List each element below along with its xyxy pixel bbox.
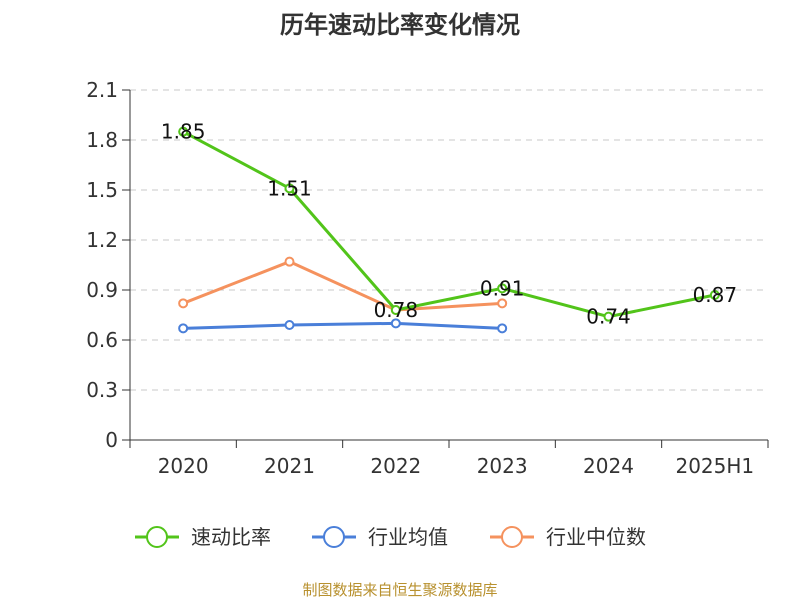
data-label: 1.85 — [161, 120, 206, 144]
data-point[interactable] — [497, 283, 508, 294]
data-label: 0.78 — [374, 298, 419, 322]
data-point[interactable] — [390, 318, 401, 329]
legend-item-1[interactable]: 行业均值 — [312, 525, 448, 549]
legend-item-2[interactable]: 行业中位数 — [490, 525, 646, 549]
data-label: 0.87 — [693, 283, 738, 307]
axes: 0 0.3 0.6 0.9 1.2 1.5 1.8 2.1 2020 2021 2022 2023 20… — [86, 78, 769, 478]
x-tick-label: 2021 — [264, 454, 315, 478]
data-point[interactable] — [709, 290, 720, 300]
data-point[interactable] — [284, 183, 295, 194]
x-tick-label: 2020 — [158, 454, 209, 478]
legend-label: 速动比率 — [191, 525, 271, 549]
x-tick-label: 2025H1 — [675, 454, 754, 478]
legend[interactable]: 速动比率 行业均值 行业中位数 — [135, 525, 646, 549]
data-point[interactable] — [284, 256, 295, 267]
legend-label: 行业均值 — [368, 525, 448, 549]
data-point[interactable] — [497, 298, 508, 309]
series-layer — [178, 126, 720, 334]
data-point[interactable] — [284, 320, 295, 330]
x-tick-label: 2022 — [370, 454, 421, 478]
data-label: 0.74 — [586, 305, 631, 329]
y-tick-label: 1.8 — [86, 128, 118, 152]
legend-marker — [501, 526, 523, 548]
legend-marker — [146, 526, 168, 548]
y-tick-label: 0.3 — [86, 378, 118, 402]
data-point[interactable] — [178, 298, 189, 309]
legend-marker — [323, 526, 345, 548]
series-line-1 — [183, 321, 503, 330]
y-tick-label: 0.9 — [86, 278, 118, 302]
data-point[interactable] — [497, 323, 508, 334]
series-line-0 — [182, 130, 716, 319]
source-note: 制图数据来自恒生聚源数据库 — [302, 581, 497, 599]
data-point[interactable] — [178, 323, 189, 334]
data-label: 0.91 — [480, 276, 525, 300]
y-tick-label: 1.2 — [86, 228, 118, 252]
x-tick-label: 2024 — [583, 454, 634, 478]
y-tick-label: 2.1 — [86, 78, 118, 102]
chart-title: 历年速动比率变化情况 — [280, 11, 520, 39]
y-tick-label: 0.6 — [86, 328, 118, 352]
data-point[interactable] — [390, 305, 401, 315]
legend-item-0[interactable]: 速动比率 — [135, 525, 271, 549]
data-point[interactable] — [603, 311, 614, 322]
data-label: 1.51 — [267, 176, 312, 200]
series-line-2 — [182, 260, 503, 312]
legend-label: 行业中位数 — [546, 525, 646, 549]
data-labels: 1.85 1.51 0.78 0.91 0.74 0.87 — [161, 120, 737, 329]
y-tick-label: 1.5 — [86, 178, 118, 202]
x-tick-label: 2023 — [477, 454, 528, 478]
grid — [130, 89, 768, 391]
y-tick-label: 0 — [105, 428, 118, 452]
data-point[interactable] — [178, 126, 189, 137]
